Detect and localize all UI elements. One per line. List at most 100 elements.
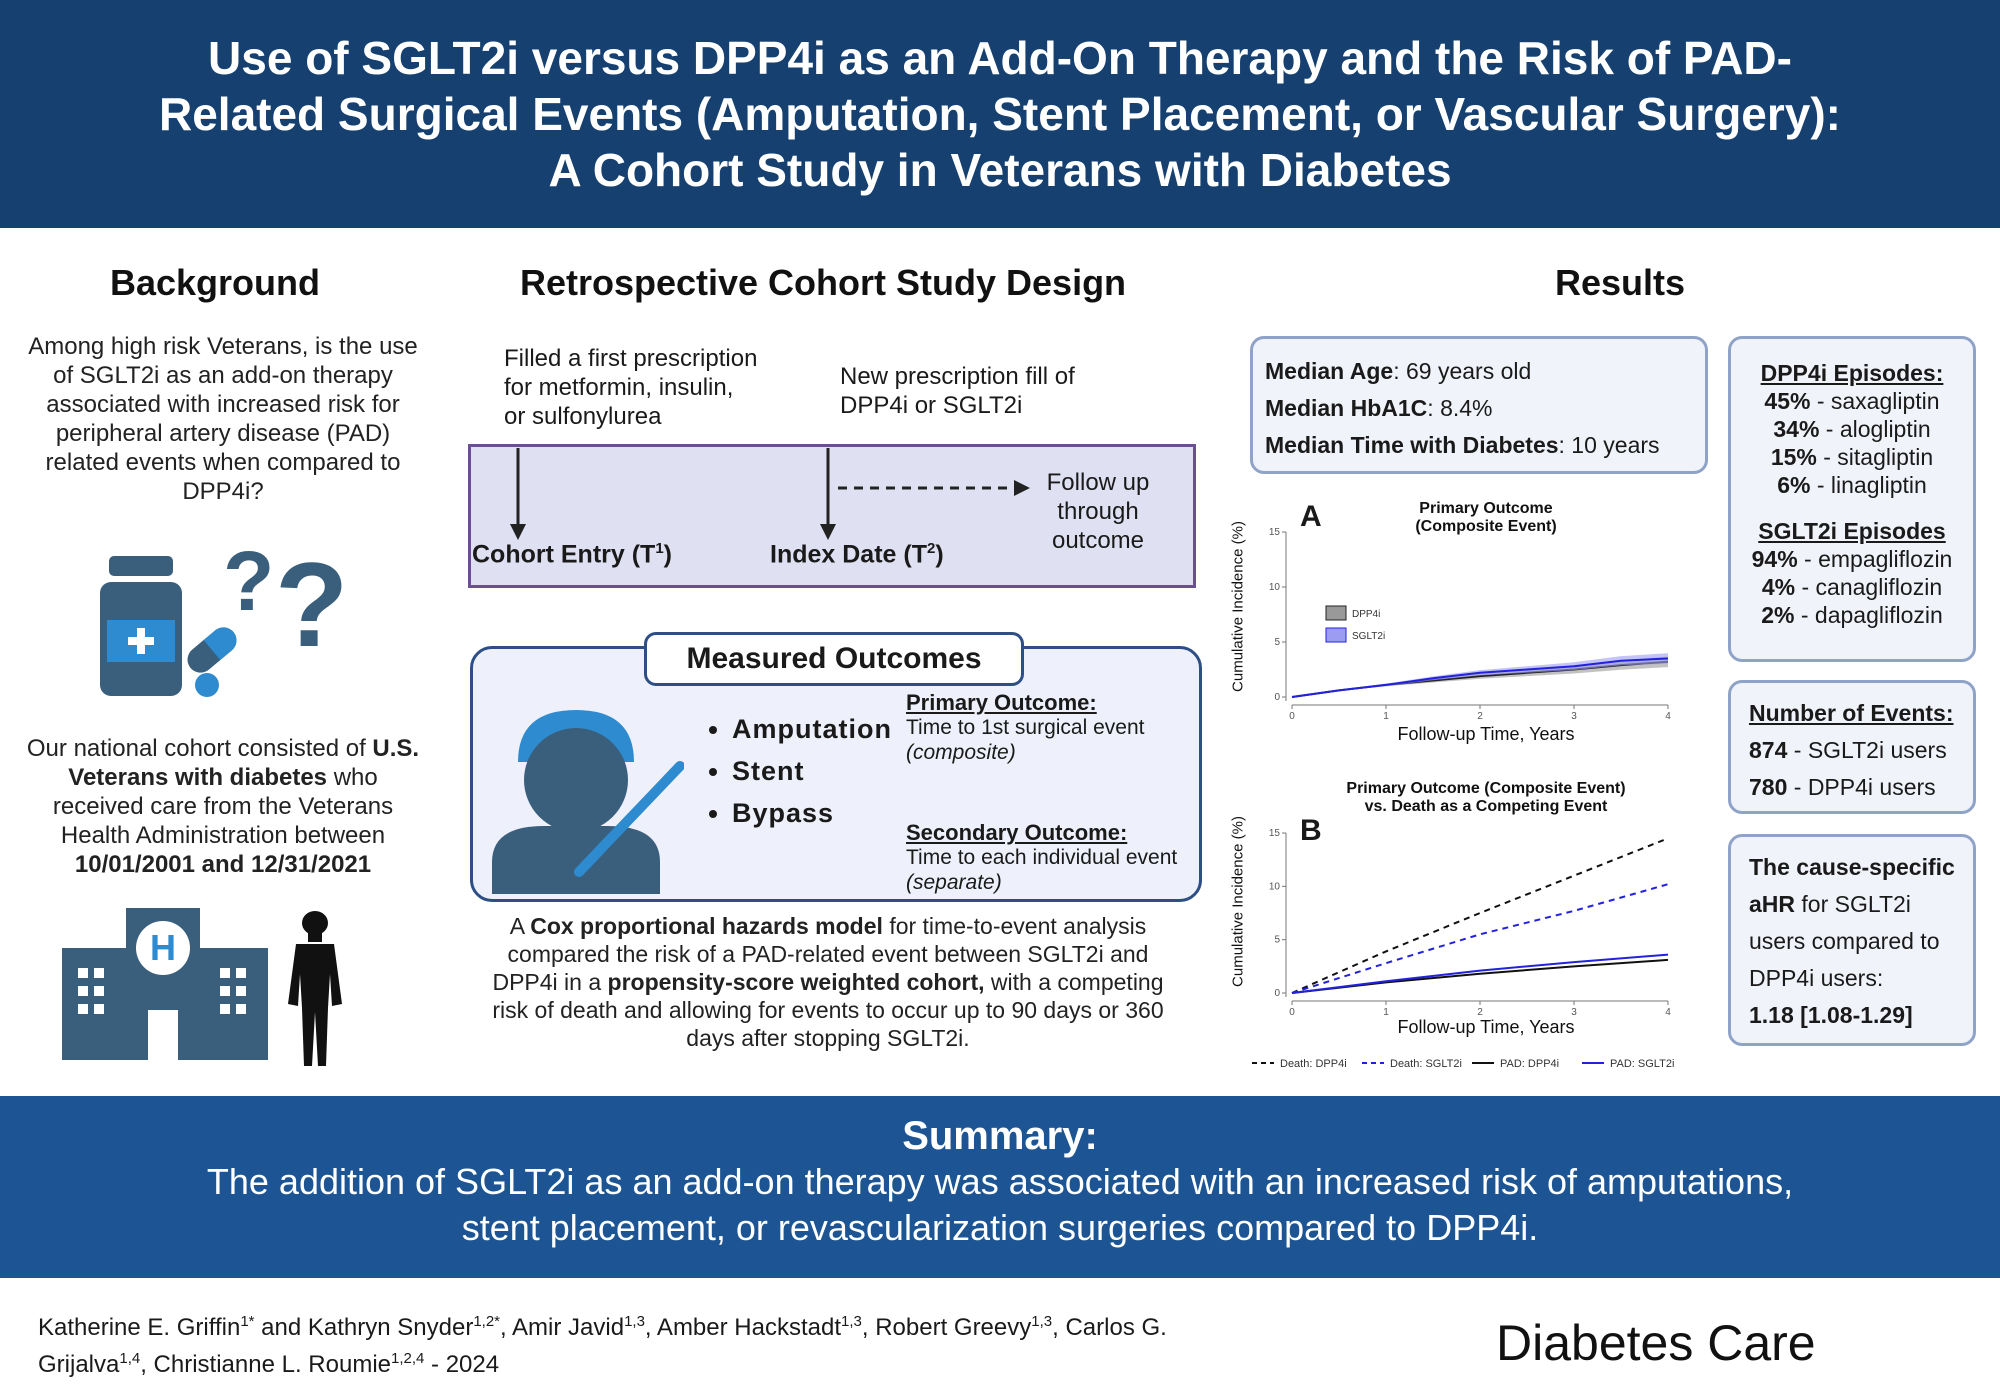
events-item: 780 - DPP4i users <box>1749 774 1936 800</box>
y-tick-label: 0 <box>1274 692 1280 703</box>
y-tick-label: 5 <box>1274 637 1280 648</box>
scalpel-icon <box>574 761 684 877</box>
outcome-item: Amputation <box>732 708 892 750</box>
cohort-text-pre: Our national cohort consisted of <box>26 735 366 762</box>
x-tick-label: 1 <box>1383 711 1389 722</box>
ahr-box: The cause-specific aHR for SGLT2i users … <box>1728 834 1976 1046</box>
episodes-box: DPP4i Episodes: 45% - saxagliptin 34% - … <box>1728 336 1976 662</box>
events-box: Number of Events: 874 - SGLT2i users 780… <box>1728 680 1976 814</box>
y-tick-label: 10 <box>1269 881 1281 892</box>
timeline-box <box>468 444 1196 588</box>
summary-line-1: The addition of SGLT2i as an add-on ther… <box>206 1161 1794 1202</box>
capsule-icon <box>187 627 237 673</box>
cohort-text-mid: who received care from the Veterans Heal… <box>52 764 394 849</box>
dpp4-episodes-title: DPP4i Episodes: <box>1760 360 1944 386</box>
chart-a-ylabel: Cumulative Incidence (%) <box>1229 521 1247 692</box>
x-tick-label: 0 <box>1289 1007 1295 1018</box>
series-line <box>1291 657 1669 698</box>
primary-outcome-note: (composite) <box>906 741 1016 764</box>
secondary-outcome: Secondary Outcome: Time to each individu… <box>906 820 1186 895</box>
legend-label: PAD: SGLT2i <box>1610 1058 1674 1070</box>
outcomes-title: Measured Outcomes <box>644 632 1024 686</box>
episode-item: 2% - dapagliflozin <box>1761 602 1943 628</box>
new-prescription-text: New prescription fill of DPP4i or SGLT2i <box>840 363 1075 419</box>
episode-item: 34% - alogliptin <box>1773 416 1931 442</box>
x-tick-label: 2 <box>1477 1007 1483 1018</box>
median-age: Median Age: 69 years old <box>1265 358 1532 384</box>
ahr-text: The cause-specific aHR for SGLT2i users … <box>1749 854 1955 991</box>
background-question: Among high risk Veterans, is the use of … <box>28 333 418 505</box>
x-tick-label: 2 <box>1477 711 1483 722</box>
timeline-arrows <box>510 448 1030 540</box>
x-tick-label: 3 <box>1571 1007 1577 1018</box>
chart-b-xlabel: Follow-up Time, Years <box>1397 1017 1575 1037</box>
results-title: Results <box>1554 262 1686 303</box>
events-item: 874 - SGLT2i users <box>1749 737 1947 763</box>
sglt2-episodes-title: SGLT2i Episodes <box>1758 518 1946 544</box>
series-line <box>1291 958 1669 994</box>
chart-a-xlabel: Follow-up Time, Years <box>1397 724 1575 744</box>
tablet-icon <box>195 673 219 697</box>
question-mark-icon: ? <box>223 538 274 628</box>
cohort-text-bold: U.S. Veterans with diabetes <box>68 735 420 791</box>
legend-swatch <box>1325 605 1347 621</box>
surgeon-icon <box>492 710 684 894</box>
legend-label: DPP4i <box>1352 609 1380 620</box>
series-line <box>1291 837 1669 994</box>
soldier-icon <box>288 911 342 1066</box>
background-title: Background <box>109 262 321 303</box>
y-tick-label: 5 <box>1274 935 1280 946</box>
x-tick-label: 4 <box>1665 711 1671 722</box>
y-tick-label: 15 <box>1269 828 1281 839</box>
medication-icons: ? ? <box>100 538 348 697</box>
question-mark-icon: ? <box>275 538 348 672</box>
methods-text: A Cox proportional hazards model for tim… <box>492 913 1164 1051</box>
title-line-2: Related Surgical Events (Amputation, Ste… <box>158 88 1841 140</box>
outcome-item: Stent <box>732 750 892 792</box>
legend-swatch <box>1325 627 1347 643</box>
events-title: Number of Events: <box>1749 700 1954 726</box>
y-tick-label: 15 <box>1269 527 1281 538</box>
authors: Katherine E. Griffin1* and Kathryn Snyde… <box>38 1313 1167 1378</box>
journal-name: Diabetes Care <box>1496 1315 1816 1371</box>
pill-bottle-icon <box>100 556 182 696</box>
chart-a-title: Primary Outcome (Composite Event) <box>1415 500 1557 535</box>
follow-up-label: Follow up through outcome <box>1046 469 1150 554</box>
x-tick-label: 3 <box>1571 711 1577 722</box>
x-tick-label: 0 <box>1289 711 1295 722</box>
chart-a-plot: 0 5 10 15 0 1 2 3 4 DPP4i SGLT2i <box>1269 527 1671 722</box>
demographics-box: Median Age: 69 years old Median HbA1C: 8… <box>1250 336 1708 474</box>
summary-title: Summary: <box>902 1114 1098 1158</box>
episode-item: 45% - saxagliptin <box>1764 388 1940 414</box>
chart-b-plot: 0 5 10 15 0 1 2 3 4 Death: DPP4i Death: SGLT2i PAD:… <box>1252 828 1674 1070</box>
chart-b-ylabel: Cumulative Incidence (%) <box>1229 816 1247 987</box>
ahr-value: 1.18 [1.08-1.29] <box>1749 1002 1913 1028</box>
page-title: Use of SGLT2i versus DPP4i as an Add-On … <box>80 30 1920 198</box>
legend-label: SGLT2i <box>1352 631 1385 642</box>
episode-item: 94% - empagliflozin <box>1751 546 1953 572</box>
summary-banner: Summary: The addition of SGLT2i as an ad… <box>0 1096 2000 1278</box>
summary-line-2: stent placement, or revascularization su… <box>461 1207 1539 1248</box>
svg-text:H: H <box>150 927 176 968</box>
series-line <box>1291 953 1669 994</box>
panel-label-b: B <box>1300 814 1322 847</box>
panel-label-a: A <box>1300 500 1322 533</box>
confidence-band <box>1292 653 1668 697</box>
episode-item: 6% - linagliptin <box>1777 472 1927 498</box>
x-tick-label: 4 <box>1665 1007 1671 1018</box>
hospital-and-veteran-icons: H <box>62 908 342 1066</box>
primary-outcome-text: Time to 1st surgical event <box>906 716 1145 739</box>
legend-label: Death: SGLT2i <box>1390 1058 1462 1070</box>
title-line-3: A Cohort Study in Veterans with Diabetes <box>548 144 1452 196</box>
cohort-description: Our national cohort consisted of U.S. Ve… <box>22 734 424 879</box>
legend-label: PAD: DPP4i <box>1500 1058 1559 1070</box>
chart-b-title: Primary Outcome (Composite Event) vs. De… <box>1346 780 1626 815</box>
outcome-list: Amputation Stent Bypass <box>704 708 892 834</box>
header-banner: Use of SGLT2i versus DPP4i as an Add-On … <box>0 0 2000 228</box>
index-date-label: Index Date (T2) <box>770 540 944 569</box>
y-tick-label: 0 <box>1274 988 1280 999</box>
cohort-entry-label: Cohort Entry (T1) <box>472 540 672 569</box>
title-line-1: Use of SGLT2i versus DPP4i as an Add-On … <box>208 32 1792 84</box>
primary-outcome-title: Primary Outcome: <box>906 690 1097 715</box>
cohort-dates: 10/01/2001 and 12/31/2021 <box>74 851 372 878</box>
